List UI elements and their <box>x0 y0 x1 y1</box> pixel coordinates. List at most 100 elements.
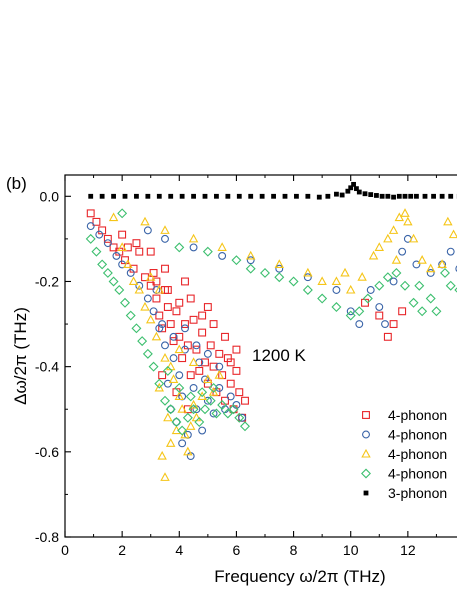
data-point <box>181 324 189 333</box>
data-point <box>214 193 219 199</box>
x-axis-title: Frequency ω/2π (THz) <box>214 567 385 586</box>
legend-label: 3-phonon <box>388 485 447 501</box>
x-tick-label: 0 <box>61 542 69 558</box>
data-point <box>86 209 95 218</box>
data-point <box>125 310 136 321</box>
data-point <box>118 230 127 239</box>
data-point <box>398 247 407 256</box>
data-point <box>426 269 435 277</box>
data-point <box>185 421 196 430</box>
data-point <box>135 281 144 290</box>
data-point <box>381 320 389 329</box>
data-point <box>161 341 169 350</box>
data-point <box>151 331 162 341</box>
legend: 4-phonon 4-phonon 4-phonon 4-phonon 3-phonon <box>361 407 447 501</box>
series-circle <box>86 222 457 461</box>
data-point <box>288 276 299 287</box>
data-point <box>232 366 241 375</box>
data-point <box>161 234 169 243</box>
legend-label: 4-phonon <box>388 427 447 443</box>
data-point <box>228 404 239 415</box>
data-point <box>274 259 285 268</box>
x-tick-label: 12 <box>400 542 416 558</box>
data-point <box>148 361 159 372</box>
data-point <box>412 260 421 269</box>
data-point <box>236 193 242 199</box>
data-point <box>439 193 445 199</box>
data-point <box>218 251 227 260</box>
data-point <box>317 293 328 304</box>
legend-label: 4-phonon <box>388 407 447 423</box>
data-point <box>340 267 350 277</box>
data-point <box>174 382 185 393</box>
data-point <box>163 379 172 388</box>
data-point <box>214 370 225 379</box>
data-point <box>169 337 178 346</box>
data-point <box>234 412 245 423</box>
data-point <box>152 294 161 303</box>
data-point <box>200 404 210 415</box>
data-point <box>154 284 165 294</box>
legend-marker <box>362 430 370 439</box>
data-point <box>226 379 235 388</box>
data-point <box>111 193 116 199</box>
data-point <box>163 286 172 294</box>
data-point <box>146 281 155 290</box>
data-point <box>163 303 172 311</box>
series-triangle <box>108 208 457 481</box>
data-point <box>303 267 313 277</box>
data-point <box>217 399 228 410</box>
data-point <box>275 264 284 273</box>
data-point <box>154 382 165 392</box>
data-point <box>132 239 141 248</box>
data-point <box>189 383 198 392</box>
data-point <box>92 217 101 226</box>
data-point <box>162 365 173 376</box>
data-point <box>195 366 204 375</box>
data-point <box>357 272 367 281</box>
data-point <box>205 395 216 406</box>
data-point <box>206 341 215 350</box>
data-point <box>209 320 218 329</box>
data-point <box>103 239 112 248</box>
data-point <box>388 225 399 234</box>
data-point <box>161 264 169 273</box>
data-point <box>354 306 365 317</box>
data-point <box>400 280 410 291</box>
legend-marker <box>362 411 370 419</box>
data-point <box>355 320 364 329</box>
data-point <box>178 354 187 363</box>
data-point <box>375 303 384 311</box>
data-point <box>174 344 185 354</box>
data-point <box>194 417 205 427</box>
legend-marker <box>363 490 369 496</box>
data-point <box>346 307 355 316</box>
data-point <box>166 320 175 329</box>
data-point <box>169 354 178 363</box>
data-point <box>186 371 195 380</box>
panel-label: (b) <box>6 174 27 193</box>
data-point <box>356 189 362 195</box>
data-point <box>215 383 224 392</box>
data-marks <box>85 181 457 481</box>
data-point <box>152 277 161 286</box>
data-point <box>114 285 125 295</box>
y-tick-label: -0.4 <box>35 359 59 375</box>
data-point <box>379 193 385 199</box>
data-point <box>175 298 184 307</box>
data-point <box>143 226 152 235</box>
data-point <box>158 371 167 380</box>
data-point <box>174 391 185 401</box>
data-point <box>248 193 254 199</box>
data-point <box>238 413 247 422</box>
data-point <box>400 208 410 217</box>
data-point <box>171 417 182 427</box>
data-point <box>182 412 193 423</box>
data-point <box>188 357 199 366</box>
data-point <box>95 230 104 239</box>
data-point <box>112 251 121 260</box>
data-point <box>198 311 207 320</box>
data-point <box>145 314 156 324</box>
x-tick-label: 6 <box>233 542 241 558</box>
data-point <box>235 388 244 397</box>
